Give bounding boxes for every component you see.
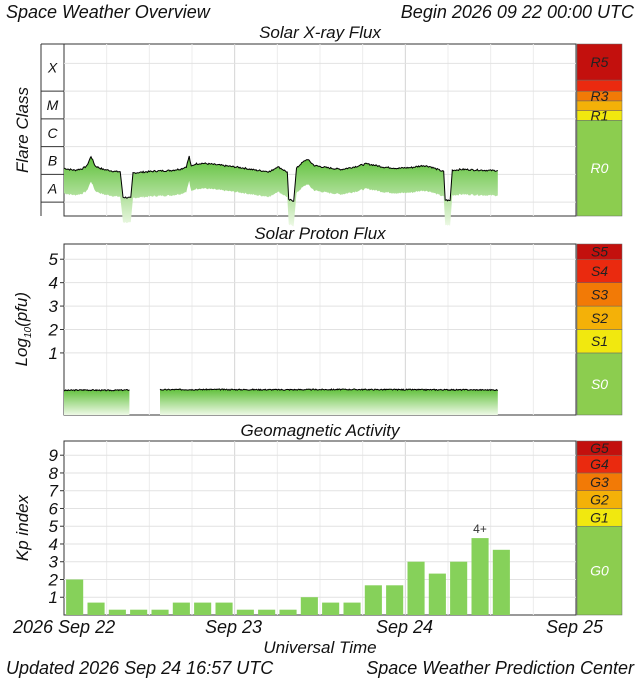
begin-label: Begin [400, 2, 447, 22]
kp-bar [343, 602, 361, 615]
r-scale-bar: R0 R1 R3 R5 [576, 43, 623, 217]
scale-label-r3: R3 [591, 88, 609, 104]
kp-bar [322, 602, 340, 615]
kp-bar [428, 573, 446, 615]
proton-y-tick-label: 1 [49, 344, 58, 363]
flare-class-a: A [47, 180, 57, 196]
source-credit: Space Weather Prediction Center [366, 658, 634, 678]
flare-class-m: M [47, 97, 59, 113]
scale-label-r1: R1 [591, 107, 609, 123]
kp-bar [130, 609, 148, 615]
kp-bar [172, 602, 190, 615]
proton-panel-title: Solar Proton Flux [254, 224, 386, 243]
proton-flux-line [63, 388, 499, 392]
begin-time: 2026 09 22 00:00 UTC [451, 2, 634, 22]
proton-y-tick-label: 5 [49, 250, 59, 269]
page-title: Space Weather Overview [6, 2, 210, 22]
flare-class-x: X [47, 60, 58, 76]
x-axis-title: Universal Time [263, 638, 377, 657]
scale-level-g5 [576, 440, 623, 456]
kp-bar [450, 561, 468, 615]
kp-y-tick-label: 4 [49, 535, 58, 554]
xray-flux-line [63, 155, 498, 202]
proton-y-ticks: 1 2 3 4 5 [48, 250, 64, 363]
kp-bar [300, 597, 318, 615]
kp-gridlines [64, 441, 576, 615]
kp-y-tick-label: 6 [49, 499, 59, 518]
scale-label-s5: S5 [591, 244, 608, 260]
scale-level-base [576, 120, 623, 217]
kp-bar [471, 538, 489, 615]
scale-label-s3: S3 [591, 286, 608, 302]
proton-y-tick-label: 2 [48, 321, 59, 340]
kp-bar [386, 585, 404, 615]
scale-level-s5 [576, 243, 623, 260]
scale-label-r0: R0 [591, 160, 609, 176]
kp-y-tick-label: 8 [49, 464, 59, 483]
kp-bar [87, 602, 105, 615]
kp-y-tick-label: 7 [49, 482, 59, 501]
kp-bar [492, 549, 510, 615]
scale-label-s2: S2 [591, 310, 608, 326]
kp-bar [66, 579, 84, 615]
flare-class-b: B [48, 153, 57, 169]
scale-level-base [576, 352, 623, 416]
kp-y-tick-label: 9 [49, 446, 59, 465]
xray-panel-title: Solar X-ray Flux [259, 23, 381, 42]
kp-bar [407, 561, 425, 615]
scale-label-g0: G0 [590, 563, 609, 579]
kp-bar [236, 609, 254, 615]
scale-level-r5 [576, 43, 623, 81]
kp-y-tick-label: 5 [49, 517, 59, 536]
scale-label-g4: G4 [590, 456, 609, 472]
s-scale-bar: S0 S1 S2 S3 S4 S5 [576, 243, 623, 416]
proton-y-tick-label: 4 [49, 274, 58, 293]
kp-y-tick-label: 2 [48, 570, 59, 589]
scale-label-g3: G3 [590, 474, 609, 490]
proton-gridlines [64, 244, 576, 415]
proton-y-tick-label: 3 [49, 297, 59, 316]
scale-label-g1: G1 [590, 509, 609, 525]
updated-label: Updated [6, 658, 75, 678]
kp-bar [194, 602, 212, 615]
updated-stamp: Updated 2026 Sep 24 16:57 UTC [6, 658, 273, 679]
xray-flux-fill [64, 156, 498, 227]
geomag-panel-title: Geomagnetic Activity [240, 421, 400, 440]
scale-label-g2: G2 [590, 492, 609, 508]
x-tick-sep22: 2026 Sep 22 [13, 617, 116, 637]
begin-time-header: Begin 2026 09 22 00:00 UTC [401, 2, 634, 23]
scale-label-r5: R5 [591, 54, 609, 70]
scale-label-s1: S1 [591, 333, 608, 349]
kp-bar [151, 609, 169, 615]
scale-level-base [576, 525, 623, 616]
kp-annotation: 4+ [473, 522, 487, 536]
kp-bars: 4+ [66, 522, 510, 615]
proton-panel: 1 2 3 4 5 S0 S1 S2 S3 S4 S5 [48, 243, 623, 416]
kp-bar [108, 609, 126, 615]
kp-y-tick-label: 1 [49, 588, 58, 607]
proton-flux-fill [64, 388, 498, 415]
kp-bar [279, 609, 297, 615]
scale-label-s0: S0 [591, 376, 608, 392]
flare-class-c: C [47, 125, 58, 141]
kp-y-tick-label: 3 [49, 553, 59, 572]
scale-label-s4: S4 [591, 263, 608, 279]
kp-bar [215, 602, 233, 615]
scale-label-g5: G5 [590, 440, 609, 456]
x-tick-sep23: Sep 23 [205, 617, 263, 637]
kp-bar [364, 585, 382, 615]
x-tick-sep24: Sep 24 [376, 617, 434, 637]
updated-time: 2026 Sep 24 16:57 UTC [79, 658, 274, 678]
x-tick-sep25: Sep 25 [546, 617, 604, 637]
kp-bar [258, 609, 276, 615]
xray-gridlines [64, 44, 576, 216]
